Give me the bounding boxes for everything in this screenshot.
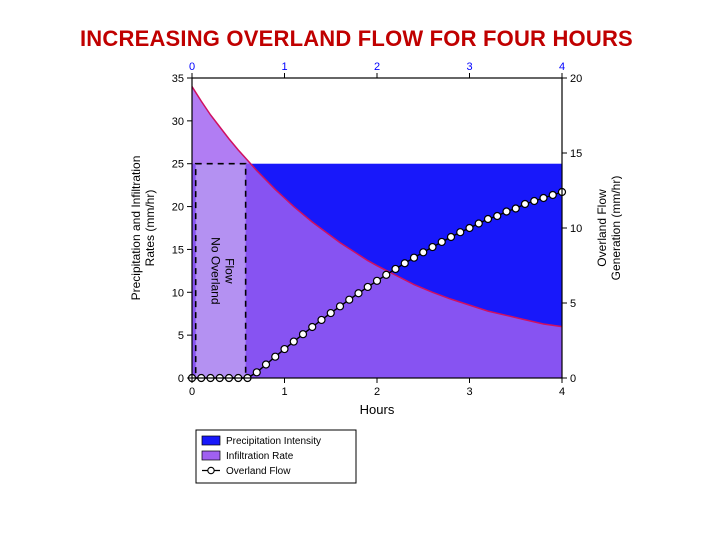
overland-flow-marker	[475, 220, 482, 227]
no-overland-label: Flow	[223, 258, 237, 284]
overland-flow-marker	[411, 254, 418, 261]
x-tick-label: 1	[281, 386, 287, 398]
y-right-tick-label: 15	[570, 148, 582, 160]
y-left-tick-label: 15	[172, 244, 184, 256]
overland-flow-marker	[531, 198, 538, 205]
no-overland-label: No Overland	[209, 237, 223, 304]
overland-flow-marker	[290, 338, 297, 345]
y-right-tick-label: 0	[570, 373, 576, 385]
x-top-tick-label: 0	[189, 61, 195, 73]
y-left-tick-label: 20	[172, 202, 184, 214]
y-left-tick-label: 10	[172, 287, 184, 299]
y-left-axis-label: Precipitation and Infiltration	[129, 156, 143, 301]
overland-flow-marker	[522, 201, 529, 208]
y-right-tick-label: 20	[570, 73, 582, 85]
chart-svg: No OverlandFlow0123401234051015202530350…	[122, 60, 622, 500]
overland-flow-marker	[374, 277, 381, 284]
x-top-tick-label: 4	[559, 61, 565, 73]
overland-flow-marker	[337, 303, 344, 310]
overland-flow-marker	[494, 213, 501, 220]
y-left-tick-label: 30	[172, 116, 184, 128]
overland-flow-marker	[466, 225, 473, 232]
y-left-axis-label: Rates (mm/hr)	[143, 190, 157, 267]
y-left-tick-label: 35	[172, 73, 184, 85]
y-right-tick-label: 5	[570, 298, 576, 310]
overland-flow-marker	[512, 205, 519, 212]
overland-flow-marker	[420, 249, 427, 256]
x-top-tick-label: 2	[374, 61, 380, 73]
overland-flow-marker	[327, 310, 334, 317]
overland-flow-marker	[281, 346, 288, 353]
legend-swatch	[202, 436, 220, 445]
overland-flow-marker	[401, 260, 408, 267]
overland-flow-marker	[309, 324, 316, 331]
legend-swatch	[208, 467, 214, 473]
overland-flow-marker	[549, 192, 556, 199]
overland-flow-marker	[448, 234, 455, 241]
y-left-tick-label: 5	[178, 330, 184, 342]
overland-flow-marker	[540, 195, 547, 202]
chart-figure: No OverlandFlow0123401234051015202530350…	[122, 60, 622, 505]
overland-flow-marker	[263, 361, 270, 368]
legend-label: Infiltration Rate	[226, 451, 294, 462]
overland-flow-marker	[355, 290, 362, 297]
x-tick-label: 4	[559, 386, 565, 398]
y-right-axis-label: Generation (mm/hr)	[609, 176, 622, 281]
x-top-tick-label: 1	[281, 61, 287, 73]
overland-flow-marker	[429, 244, 436, 251]
legend-label: Precipitation Intensity	[226, 436, 321, 447]
overland-flow-marker	[392, 265, 399, 272]
x-axis-label: Hours	[360, 402, 395, 417]
y-right-tick-label: 10	[570, 223, 582, 235]
overland-flow-marker	[383, 271, 390, 278]
overland-flow-marker	[272, 353, 279, 360]
x-tick-label: 3	[466, 386, 472, 398]
overland-flow-marker	[300, 331, 307, 338]
x-tick-label: 0	[189, 386, 195, 398]
y-left-tick-label: 0	[178, 373, 184, 385]
legend-swatch	[202, 451, 220, 460]
y-right-axis-label: Overland Flow	[595, 189, 609, 267]
overland-flow-marker	[253, 369, 260, 376]
overland-flow-marker	[485, 216, 492, 223]
y-left-tick-label: 25	[172, 159, 184, 171]
overland-flow-marker	[318, 316, 325, 323]
overland-flow-marker	[346, 296, 353, 303]
x-top-tick-label: 3	[466, 61, 472, 73]
x-tick-label: 2	[374, 386, 380, 398]
overland-flow-marker	[438, 238, 445, 245]
overland-flow-marker	[503, 208, 510, 215]
page-title: INCREASING OVERLAND FLOW FOR FOUR HOURS	[80, 26, 633, 52]
legend-label: Overland Flow	[226, 466, 291, 477]
overland-flow-marker	[364, 283, 371, 290]
overland-flow-marker	[457, 229, 464, 236]
